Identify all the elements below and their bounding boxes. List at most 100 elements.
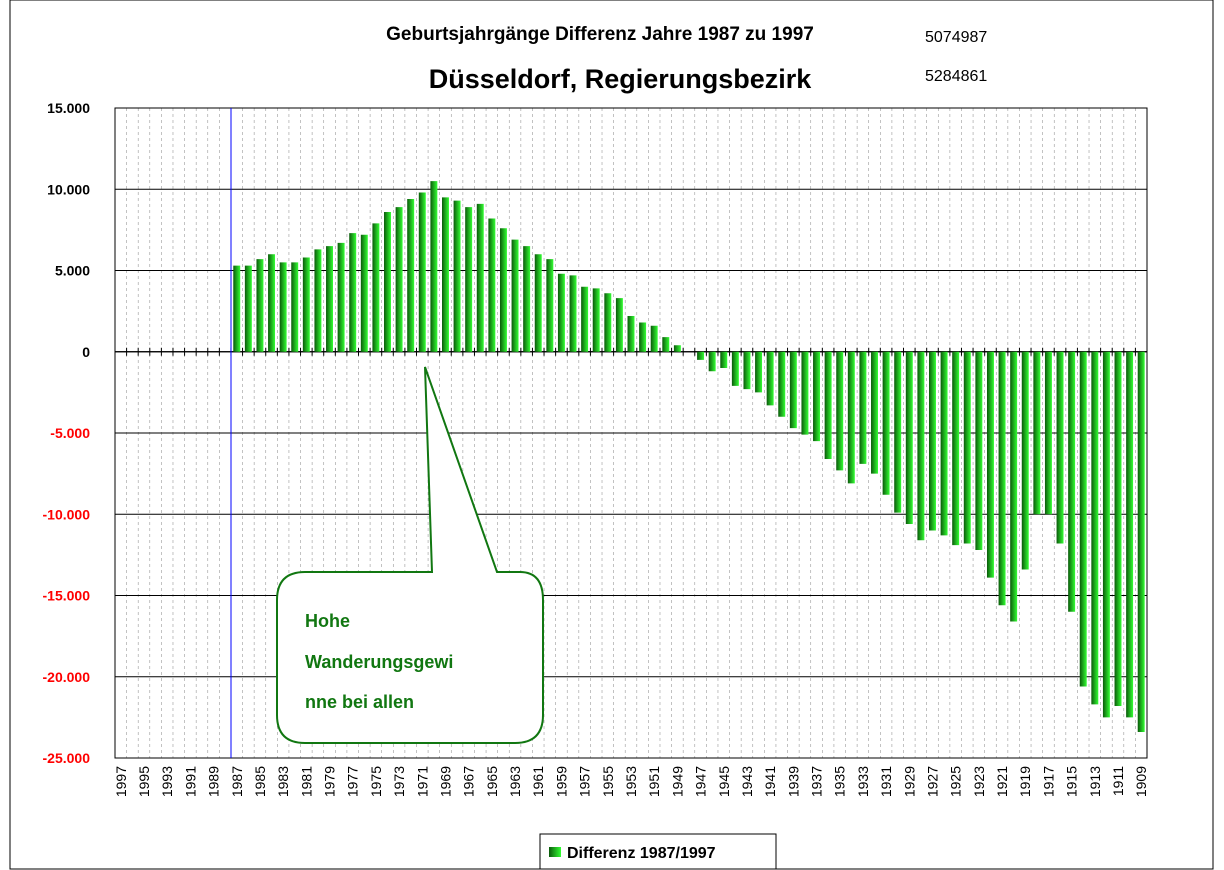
y-tick-label: -15.000 <box>43 588 91 604</box>
chart-frame <box>9 0 1214 870</box>
bar <box>975 351 983 550</box>
bar <box>302 257 310 352</box>
bar <box>557 273 565 352</box>
note: 5074987 <box>925 29 987 46</box>
x-tick-label: 1993 <box>159 766 175 797</box>
x-tick-label: 1945 <box>716 766 732 797</box>
bar <box>615 298 623 352</box>
bar <box>511 239 519 352</box>
annotation: Wanderungsgewi <box>305 652 453 672</box>
bar <box>499 228 507 352</box>
y-tick-label: -5.000 <box>50 425 90 441</box>
x-tick-label: 1983 <box>275 766 291 797</box>
callout <box>276 366 544 744</box>
bar <box>244 265 252 352</box>
x-tick-label: 1935 <box>832 766 848 797</box>
x-tick-label: 1957 <box>577 766 593 797</box>
x-tick-label: 1923 <box>971 766 987 797</box>
x-tick-label: 1911 <box>1110 766 1126 796</box>
bar <box>268 254 276 352</box>
bar <box>859 351 867 464</box>
x-tick-label: 1967 <box>461 766 477 797</box>
y-tick-label: 10.000 <box>47 181 90 197</box>
grid: -25.000 -20.000 -15.000 -10.000 -5.000 0 5.000… <box>43 100 1150 797</box>
legend-swatch <box>549 847 561 857</box>
bar <box>673 345 681 352</box>
bar <box>824 351 832 459</box>
x-tick-label: 1977 <box>345 766 361 797</box>
bar <box>720 351 728 368</box>
bar <box>360 234 368 352</box>
y-tick-label: 15.000 <box>47 100 90 116</box>
bar <box>546 259 554 352</box>
x-tick-label: 1971 <box>414 766 430 797</box>
bar <box>1021 351 1029 570</box>
bar <box>256 259 264 352</box>
bar <box>708 351 716 372</box>
bar <box>441 197 449 352</box>
y-tick-label: -25.000 <box>43 750 91 766</box>
x-tick-label: 1963 <box>507 766 523 797</box>
bar <box>465 207 473 352</box>
bar <box>581 286 589 352</box>
x-tick-label: 1981 <box>298 766 314 797</box>
chart-subtitle: Düsseldorf, Regierungsbezirk <box>429 64 813 94</box>
bar <box>476 203 484 352</box>
bar <box>418 192 426 352</box>
x-tick-label: 1933 <box>855 766 871 797</box>
bar <box>836 351 844 471</box>
bar <box>882 351 890 495</box>
x-tick-label: 1937 <box>809 766 825 797</box>
bar <box>1068 351 1076 612</box>
bar <box>279 262 287 352</box>
bar <box>384 212 391 352</box>
bar <box>1079 351 1087 687</box>
bar <box>1091 351 1099 705</box>
x-tick-label: 1943 <box>739 766 755 797</box>
bar <box>801 351 809 435</box>
bar <box>929 351 936 531</box>
x-tick-label: 1961 <box>530 766 546 797</box>
bar <box>407 199 415 352</box>
bar <box>291 262 299 352</box>
bar <box>963 351 971 544</box>
bar <box>488 218 496 352</box>
x-tick-label: 1909 <box>1133 766 1149 797</box>
bar <box>604 293 612 352</box>
x-tick-label: 1949 <box>669 766 685 797</box>
bar <box>1102 351 1110 718</box>
bar <box>1056 351 1064 544</box>
x-tick-label: 1989 <box>206 766 222 797</box>
x-tick-label: 1997 <box>113 766 129 797</box>
x-tick-label: 1995 <box>136 766 152 797</box>
chart-title: Geburtsjahrgänge Differenz Jahre 1987 zu… <box>386 24 814 45</box>
bar <box>755 351 763 393</box>
bar <box>789 351 797 429</box>
bar <box>569 275 577 352</box>
bar <box>766 351 774 406</box>
bar <box>1010 351 1018 622</box>
x-tick-label: 1955 <box>600 766 616 797</box>
bar <box>1126 351 1134 718</box>
x-tick-label: 1973 <box>391 766 407 797</box>
y-tick-label: -10.000 <box>43 506 91 522</box>
legend-label: Differenz 1987/1997 <box>567 845 716 862</box>
x-tick-label: 1931 <box>878 766 894 797</box>
x-tick-label: 1975 <box>368 766 384 797</box>
bar <box>662 337 670 352</box>
bar <box>917 351 925 541</box>
bar <box>372 223 380 352</box>
x-tick-label: 1979 <box>322 766 338 797</box>
legend <box>539 833 777 870</box>
bar <box>430 181 438 352</box>
bar <box>998 351 1006 606</box>
x-tick-label: 1991 <box>182 766 198 797</box>
x-tick-label: 1953 <box>623 766 639 797</box>
bar <box>986 351 994 578</box>
bar <box>952 351 960 546</box>
bar <box>523 246 531 352</box>
x-tick-label: 1969 <box>437 766 453 797</box>
y-tick-label: 5.000 <box>55 263 90 279</box>
